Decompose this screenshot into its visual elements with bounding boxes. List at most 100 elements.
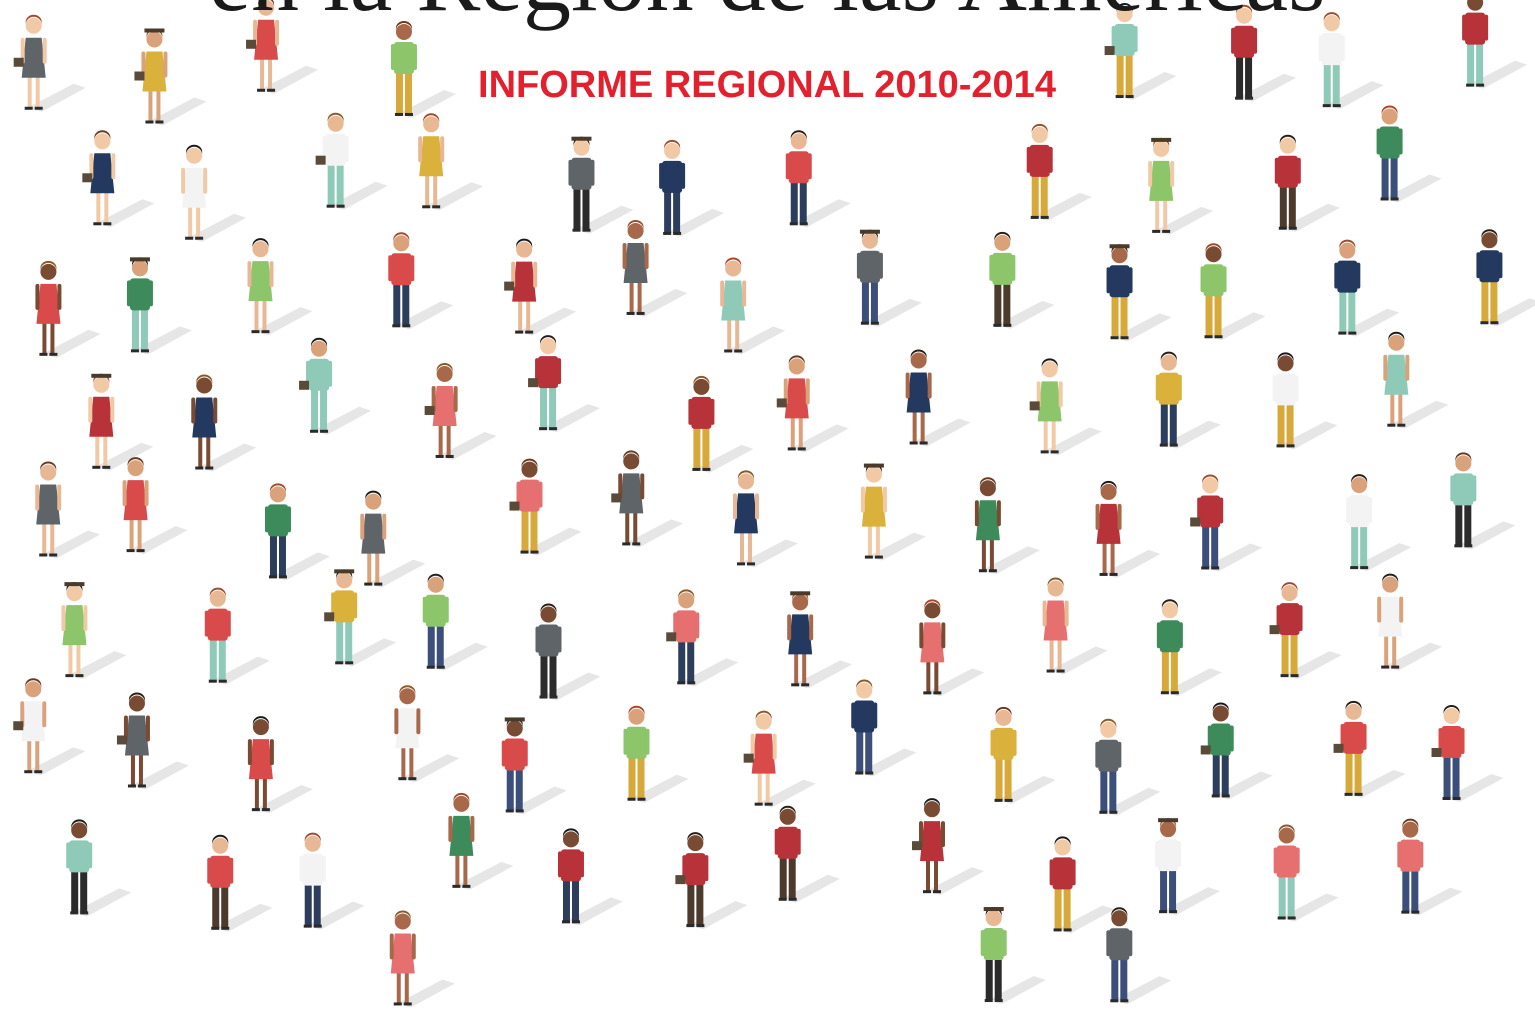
head [253,719,269,735]
shoe [1152,230,1160,233]
leg [210,639,217,681]
dress [21,701,45,741]
shoe [572,920,580,923]
shoe [92,466,100,469]
head [453,796,469,812]
person-figure [1274,824,1339,921]
arm [247,261,251,287]
leg [279,534,286,576]
arm [502,740,506,766]
leg [540,655,547,697]
dress [419,136,443,176]
leg [702,427,709,469]
hat [144,29,164,33]
head [1042,361,1058,377]
head [911,352,927,368]
leg [1360,525,1367,567]
head [573,140,589,156]
torso [1110,265,1130,297]
shoe [1476,84,1484,87]
cover: en la Región de las Américas INFORME REG… [0,0,1535,1014]
shoe [364,583,372,586]
head [210,591,226,607]
person-figure [394,685,459,782]
leg [865,731,872,773]
arm [645,243,649,269]
dress [907,372,931,412]
leg [1041,175,1048,217]
briefcase [82,173,92,182]
shoe [49,353,57,356]
shoe [1391,197,1399,200]
cover-title: en la Región de las Américas [209,0,1326,31]
leg [871,281,878,323]
briefcase [316,156,326,165]
leg [996,758,1003,800]
shoe [320,430,328,433]
leg [549,386,556,428]
head [756,714,772,730]
leg [780,857,787,899]
shoe [398,777,406,780]
arm [454,386,458,412]
arm [659,163,663,189]
person-figure [733,470,798,567]
arm [1157,622,1161,648]
shoe [25,107,33,110]
shoe [1288,916,1296,919]
shoe [779,898,787,901]
shoe [195,237,203,240]
person-figure [666,589,738,686]
person-figure [205,588,270,685]
hat [790,591,810,595]
shoe [137,549,145,552]
briefcase [528,378,538,387]
leg [1211,525,1218,567]
leg [336,620,343,662]
person-figure [425,363,497,460]
shoe [392,324,400,327]
arm [879,253,883,279]
head [1382,577,1398,593]
arm [1399,597,1403,623]
shoe [1051,450,1059,453]
briefcase [1190,517,1200,526]
person-figure [851,680,916,777]
shoe [549,427,557,430]
arm [423,597,427,623]
shoe [923,691,931,694]
leg [328,164,335,206]
arm [1117,742,1121,768]
person-figure [1334,701,1406,798]
arm [145,480,149,506]
arm [163,52,167,78]
arm [88,842,92,868]
briefcase [1270,625,1280,634]
person-figure [981,907,1046,1004]
shoe [724,349,732,352]
torso [1211,723,1231,755]
leg [1161,403,1168,445]
head [924,801,940,817]
arm [1011,255,1015,281]
leg [1291,633,1298,675]
head [1162,602,1178,618]
person-figure [1275,135,1340,232]
shoe [103,222,111,225]
head [1444,708,1460,724]
arm [704,855,708,881]
shoe [1235,97,1243,100]
arm [1178,375,1182,401]
person-figure [786,130,851,227]
head [623,453,639,469]
head [186,148,202,164]
arm [558,851,562,877]
leg [1411,870,1418,912]
shoe [1110,573,1118,576]
person-figure [989,232,1054,329]
arm [1219,497,1223,523]
arm [786,153,790,179]
shoe [1278,916,1286,919]
arm [1177,841,1181,867]
arm [710,399,714,425]
